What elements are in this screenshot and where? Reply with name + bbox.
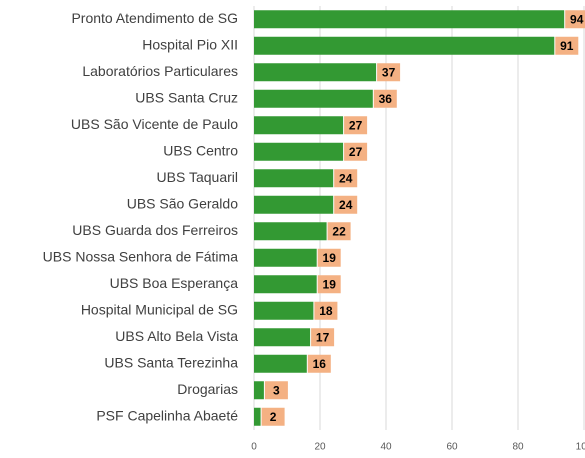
y-tick-label: UBS Guarda dos Ferreiros xyxy=(72,222,238,238)
value-label-box xyxy=(307,354,331,373)
y-tick-label: PSF Capelinha Abaeté xyxy=(96,407,238,423)
value-label: 2 xyxy=(270,410,277,424)
value-label: 24 xyxy=(339,171,353,185)
y-tick-label: UBS Taquaril xyxy=(157,169,238,185)
y-tick-label: UBS Centro xyxy=(163,142,238,158)
y-tick-label: UBS Nossa Senhora de Fátima xyxy=(43,248,239,264)
bar xyxy=(254,354,307,373)
bar xyxy=(254,36,555,55)
bar xyxy=(254,169,334,188)
x-tick-label: 40 xyxy=(380,442,392,453)
y-tick-label: Laboratórios Particulares xyxy=(82,63,238,79)
value-label: 22 xyxy=(332,224,346,238)
y-tick-label: UBS São Geraldo xyxy=(127,195,238,211)
value-label: 27 xyxy=(349,118,363,132)
value-label-box xyxy=(565,10,585,29)
x-tick-label: 0 xyxy=(251,442,257,453)
value-label-box xyxy=(314,301,338,320)
bar xyxy=(254,301,314,320)
value-label-box xyxy=(344,116,368,135)
y-tick-label: Hospital Pio XII xyxy=(142,36,238,52)
value-label: 19 xyxy=(323,251,337,265)
y-tick-label: UBS Santa Terezinha xyxy=(104,354,238,370)
value-label: 94 xyxy=(570,12,584,26)
value-label-box xyxy=(317,275,341,294)
bar xyxy=(254,116,344,135)
value-label-box xyxy=(344,142,368,161)
value-label-box xyxy=(373,89,397,108)
value-label-box xyxy=(334,195,358,214)
value-label: 17 xyxy=(316,330,330,344)
value-label-box xyxy=(264,381,288,400)
bar xyxy=(254,10,565,29)
value-label: 3 xyxy=(273,383,280,397)
y-tick-label: UBS Santa Cruz xyxy=(135,89,238,105)
x-tick-label: 60 xyxy=(446,442,458,453)
value-label: 16 xyxy=(313,357,327,371)
y-tick-label: UBS Alto Bela Vista xyxy=(115,328,238,344)
value-label-box xyxy=(334,169,358,188)
x-tick-label: 80 xyxy=(512,442,524,453)
bar xyxy=(254,142,344,161)
bar xyxy=(254,328,311,347)
value-label: 91 xyxy=(560,39,574,53)
value-label: 36 xyxy=(379,92,393,106)
value-label-box xyxy=(555,36,579,55)
bar xyxy=(254,89,373,108)
y-tick-label: Pronto Atendimento de SG xyxy=(71,10,238,26)
bar xyxy=(254,222,327,241)
value-label-box xyxy=(377,63,401,82)
value-label-box xyxy=(327,222,351,241)
y-tick-label: UBS São Vicente de Paulo xyxy=(71,116,238,132)
bar xyxy=(254,195,334,214)
bar xyxy=(254,63,377,82)
value-label: 18 xyxy=(319,304,333,318)
bar xyxy=(254,407,261,426)
y-tick-label: Hospital Municipal de SG xyxy=(81,301,238,317)
bar xyxy=(254,275,317,294)
y-tick-label: UBS Boa Esperança xyxy=(110,275,239,291)
value-label: 27 xyxy=(349,145,363,159)
value-label-box xyxy=(261,407,285,426)
value-label-box xyxy=(311,328,335,347)
value-label: 37 xyxy=(382,65,396,79)
bar xyxy=(254,381,264,400)
x-tick-label: 100 xyxy=(576,442,585,453)
value-label-box xyxy=(317,248,341,267)
value-label: 19 xyxy=(323,277,337,291)
y-tick-label: Drogarias xyxy=(177,381,238,397)
bar xyxy=(254,248,317,267)
x-tick-label: 20 xyxy=(314,442,326,453)
value-label: 24 xyxy=(339,198,353,212)
